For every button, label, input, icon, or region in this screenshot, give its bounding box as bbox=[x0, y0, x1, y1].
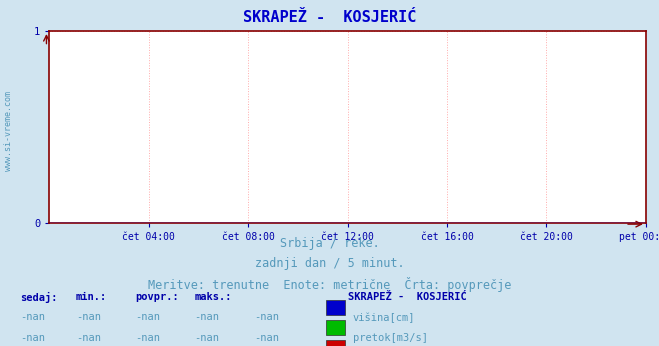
Text: min.:: min.: bbox=[76, 292, 107, 302]
Text: -nan: -nan bbox=[135, 312, 160, 322]
Text: -nan: -nan bbox=[194, 312, 219, 322]
Text: -nan: -nan bbox=[135, 333, 160, 343]
Text: -nan: -nan bbox=[20, 333, 45, 343]
Text: zadnji dan / 5 minut.: zadnji dan / 5 minut. bbox=[254, 257, 405, 270]
Text: sedaj:: sedaj: bbox=[20, 292, 57, 303]
Text: www.si-vreme.com: www.si-vreme.com bbox=[4, 91, 13, 172]
Text: pretok[m3/s]: pretok[m3/s] bbox=[353, 333, 428, 343]
Text: maks.:: maks.: bbox=[194, 292, 232, 302]
Text: -nan: -nan bbox=[20, 312, 45, 322]
Text: -nan: -nan bbox=[194, 333, 219, 343]
Text: višina[cm]: višina[cm] bbox=[353, 312, 415, 323]
Text: -nan: -nan bbox=[76, 312, 101, 322]
Text: Srbija / reke.: Srbija / reke. bbox=[279, 237, 380, 250]
Text: Meritve: trenutne  Enote: metrične  Črta: povprečje: Meritve: trenutne Enote: metrične Črta: … bbox=[148, 277, 511, 292]
Text: -nan: -nan bbox=[254, 333, 279, 343]
Text: SKRAPEŽ -  KOSJERIĆ: SKRAPEŽ - KOSJERIĆ bbox=[243, 10, 416, 25]
Text: povpr.:: povpr.: bbox=[135, 292, 179, 302]
Text: -nan: -nan bbox=[254, 312, 279, 322]
Text: SKRAPEŽ -  KOSJERIĆ: SKRAPEŽ - KOSJERIĆ bbox=[348, 292, 467, 302]
Text: -nan: -nan bbox=[76, 333, 101, 343]
